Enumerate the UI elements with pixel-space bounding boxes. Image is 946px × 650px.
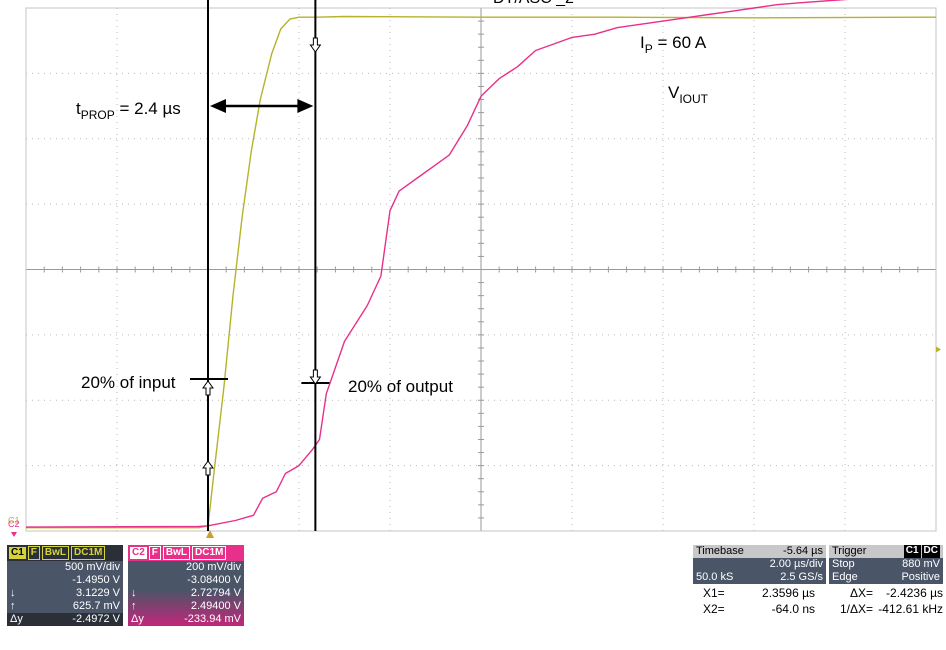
cursor-2-marker-down <box>309 369 322 385</box>
channel-1-offset: -1.4950 V <box>72 574 120 586</box>
x2-value: -64.0 ns <box>771 602 815 616</box>
coupling-tag: DC1M <box>71 546 106 560</box>
channel-2-scale: 200 mV/div <box>185 561 241 573</box>
trigger-source-tag: C1 <box>903 545 921 558</box>
cursor-readout: X1= 2.3596 µs ΔX= -2.4236 µs X2= -64.0 n… <box>703 586 943 618</box>
channel-2-ground-arrow <box>11 532 17 537</box>
annotations: IP = 60 A VIOUT tPROP = 2.4 µs 20% of input… <box>76 0 709 476</box>
cursor-up-symbol: ↑ <box>10 600 16 612</box>
ip-label: IP = 60 A <box>640 33 707 56</box>
trigger-panel[interactable]: Trigger C1 DC Stop 880 mV Edge Positive <box>829 545 943 584</box>
channel-2-tag: C2 <box>130 547 147 559</box>
channel-2-marker: C2 <box>8 519 20 529</box>
sample-count: 50.0 kS <box>696 571 734 583</box>
timebase-offset: -5.64 µs <box>783 545 823 557</box>
trace-c2 <box>25 0 849 528</box>
channel-1-scale: 500 mV/div <box>64 561 120 573</box>
trigger-slope: Positive <box>901 571 940 583</box>
channel-2-delta-y: -233.94 mV <box>184 613 241 625</box>
timebase-label: Timebase <box>696 545 744 557</box>
x2-label: X2= <box>703 602 725 616</box>
timebase-panel[interactable]: Timebase -5.64 µs 2.00 µs/div 50.0 kS 2.5 … <box>693 545 826 584</box>
channel-2-cursor-1: 2.72794 V <box>190 587 241 599</box>
channel-1-cursor-1: 3.1229 V <box>75 587 120 599</box>
graticule <box>25 7 937 532</box>
coupling-tag: DC1M <box>192 546 227 560</box>
bandwidth-tag: BwL <box>162 546 191 560</box>
trigger-label: Trigger <box>832 545 867 557</box>
cursor-down-symbol: ↓ <box>10 587 16 599</box>
trigger-level: 880 mV <box>902 558 940 570</box>
channel-1-tag: C1 <box>9 547 26 559</box>
input-20-label: 20% of input <box>81 373 176 392</box>
x1-label: X1= <box>703 586 725 600</box>
tprop-label: tPROP = 2.4 µs <box>76 99 181 122</box>
output-20-label: 20% of output <box>348 377 453 396</box>
channel-2-panel[interactable]: C2 F BwL DC1M 200 mV/div -3.08400 V ↓ 2.7… <box>128 545 244 626</box>
filter-tag: F <box>27 546 40 560</box>
bandwidth-tag: BwL <box>41 546 70 560</box>
filter-tag: F <box>148 546 161 560</box>
trigger-type: Edge <box>832 571 858 583</box>
dx-value: -2.4236 µs <box>886 586 943 600</box>
channel-1-marker: C1 <box>8 516 20 526</box>
timebase-per-div: 2.00 µs/div <box>769 558 823 570</box>
inv-dx-label: 1/ΔX= <box>839 602 873 616</box>
channel-2-cursor-2: 2.49400 V <box>190 600 241 612</box>
trigger-coupling-tag: DC <box>921 545 940 558</box>
top-clipped-text: DT/ASC _2 <box>493 0 574 7</box>
inv-dx-value: -412.61 kHz <box>878 602 943 616</box>
trace-c1 <box>26 15 937 529</box>
viout-label: VIOUT <box>668 83 709 106</box>
trigger-time-marker <box>206 530 214 538</box>
delta-y-symbol: Δy <box>131 613 144 625</box>
trigger-mode: Stop <box>832 558 855 570</box>
cursor-up-symbol: ↑ <box>131 600 137 612</box>
channel-1-cursor-2: 625.7 mV <box>72 600 120 612</box>
channel-2-offset: -3.08400 V <box>187 574 241 586</box>
x1-value: 2.3596 µs <box>762 586 815 600</box>
delta-y-symbol: Δy <box>10 613 23 625</box>
dx-label: ΔX= <box>849 586 873 600</box>
cursors[interactable] <box>207 0 317 531</box>
cursor-1-marker-lower <box>202 460 214 476</box>
channel-1-delta-y: -2.4972 V <box>72 613 120 625</box>
tprop-arrowhead-left <box>210 99 226 113</box>
trigger-level-marker <box>936 346 941 353</box>
tprop-arrowhead-right <box>297 99 314 113</box>
cursor-down-symbol: ↓ <box>131 587 137 599</box>
cursor-2-marker-top <box>309 37 322 53</box>
sample-rate: 2.5 GS/s <box>780 571 823 583</box>
cursor-1-marker-up <box>202 380 214 396</box>
graticule-frame <box>25 7 937 532</box>
channel-1-panel[interactable]: C1 F BwL DC1M 500 mV/div -1.4950 V ↓ 3.12… <box>7 545 123 626</box>
